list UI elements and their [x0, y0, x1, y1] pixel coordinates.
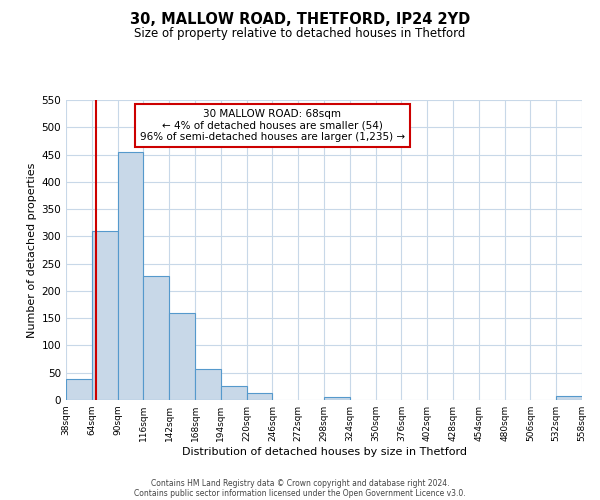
Text: 30, MALLOW ROAD, THETFORD, IP24 2YD: 30, MALLOW ROAD, THETFORD, IP24 2YD — [130, 12, 470, 28]
X-axis label: Distribution of detached houses by size in Thetford: Distribution of detached houses by size … — [182, 447, 467, 457]
Bar — [556, 396, 582, 400]
Bar — [169, 314, 195, 400]
Bar — [118, 152, 143, 400]
Text: Contains public sector information licensed under the Open Government Licence v3: Contains public sector information licen… — [134, 488, 466, 498]
Bar — [92, 231, 118, 400]
Bar — [66, 380, 92, 400]
Bar — [247, 394, 272, 400]
Bar — [195, 369, 221, 400]
Bar — [324, 398, 350, 400]
Bar — [143, 276, 169, 400]
Text: 30 MALLOW ROAD: 68sqm
← 4% of detached houses are smaller (54)
96% of semi-detac: 30 MALLOW ROAD: 68sqm ← 4% of detached h… — [140, 109, 405, 142]
Y-axis label: Number of detached properties: Number of detached properties — [27, 162, 37, 338]
Bar — [221, 386, 247, 400]
Text: Size of property relative to detached houses in Thetford: Size of property relative to detached ho… — [134, 28, 466, 40]
Text: Contains HM Land Registry data © Crown copyright and database right 2024.: Contains HM Land Registry data © Crown c… — [151, 478, 449, 488]
